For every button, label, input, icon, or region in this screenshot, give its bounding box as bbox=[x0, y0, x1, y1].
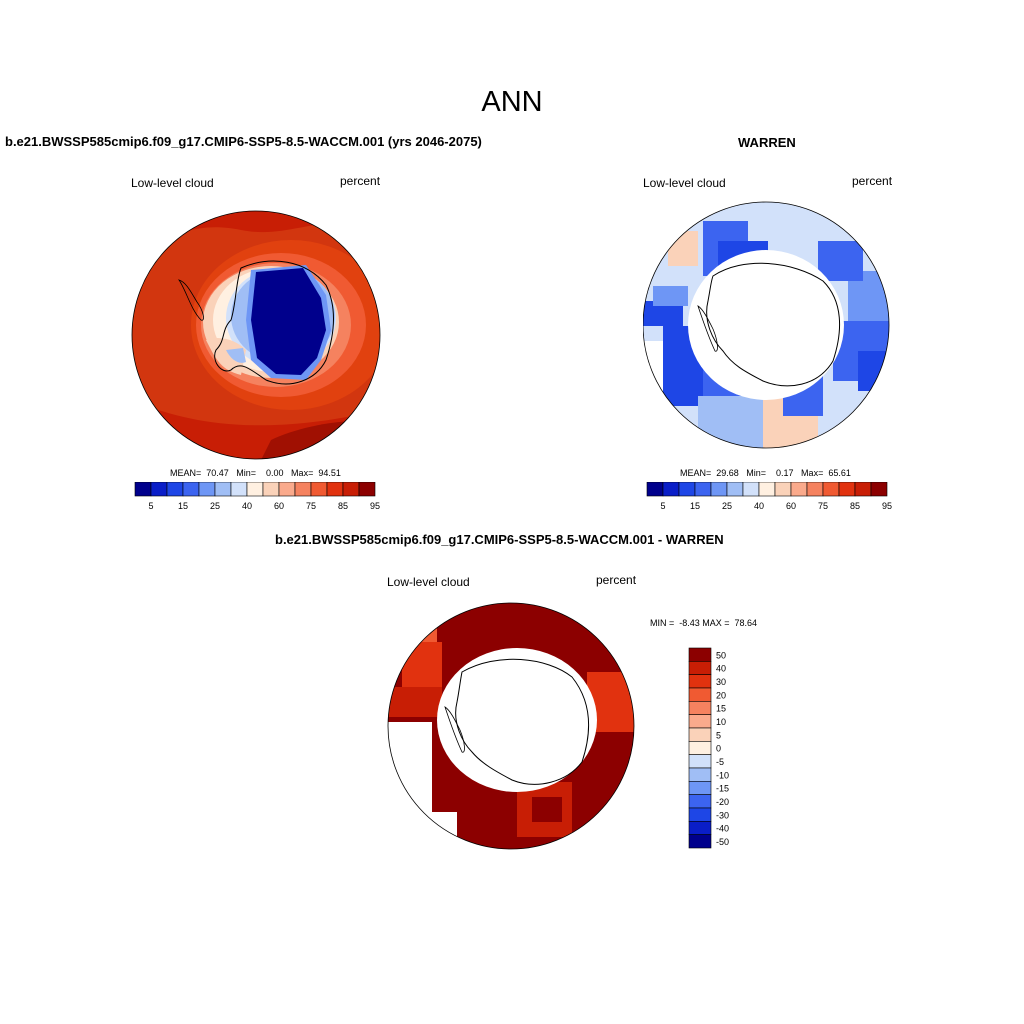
colorbar-tick-label: 15 bbox=[178, 501, 188, 511]
colorbar-tick-label: 25 bbox=[210, 501, 220, 511]
colorbar-swatch bbox=[166, 482, 184, 497]
colorbar-swatch bbox=[150, 482, 168, 497]
colorbar-tick-label: 0 bbox=[716, 744, 721, 754]
colorbar-tick-label: 75 bbox=[306, 501, 316, 511]
colorbar-tick-label: 30 bbox=[716, 677, 726, 687]
colorbar-swatch bbox=[758, 482, 776, 497]
colorbar-swatch bbox=[688, 674, 712, 689]
panel-obs-left-label: Low-level cloud bbox=[643, 176, 726, 190]
colorbar-swatch bbox=[688, 714, 712, 729]
colorbar-tick-label: 60 bbox=[274, 501, 284, 511]
map-obs bbox=[643, 201, 890, 449]
panel-model-left-label: Low-level cloud bbox=[131, 176, 214, 190]
colorbar-swatch bbox=[688, 701, 712, 715]
colorbar-swatch bbox=[854, 482, 872, 497]
panel-diff-stats: MIN = -8.43 MAX = 78.64 bbox=[650, 618, 758, 628]
colorbar-tick-label: 40 bbox=[754, 501, 764, 511]
colorbar-tick-label: -20 bbox=[716, 797, 729, 807]
panel-obs-stats: MEAN= 29.68 Min= 0.17 Max= 65.61 bbox=[680, 468, 851, 478]
colorbar-swatch bbox=[838, 482, 856, 497]
panel-diff-title: b.e21.BWSSP585cmip6.f09_g17.CMIP6-SSP5-8… bbox=[275, 532, 724, 547]
map-diff bbox=[387, 602, 635, 850]
colorbar-swatch bbox=[694, 482, 712, 497]
colorbar-tick-label: 10 bbox=[716, 717, 726, 727]
colorbar-tick-label: 95 bbox=[370, 501, 380, 511]
colorbar-swatch bbox=[688, 834, 712, 849]
colorbar-swatch bbox=[822, 482, 840, 497]
colorbar-model: 5 15 25 40 60 75 85 95 bbox=[134, 482, 380, 511]
colorbar-swatch bbox=[342, 482, 360, 497]
colorbar-tick-label: 5 bbox=[660, 501, 665, 511]
panel-model-title: b.e21.BWSSP585cmip6.f09_g17.CMIP6-SSP5-8… bbox=[5, 134, 482, 149]
colorbar-swatch bbox=[688, 741, 712, 755]
colorbar-tick-label: 85 bbox=[338, 501, 348, 511]
colorbar-swatch bbox=[310, 482, 328, 497]
panel-model-units: percent bbox=[340, 174, 381, 188]
colorbar-tick-label: 15 bbox=[716, 704, 726, 714]
panel-obs-units: percent bbox=[852, 174, 893, 188]
panel-model-stats: MEAN= 70.47 Min= 0.00 Max= 94.51 bbox=[170, 468, 341, 478]
colorbar-swatch bbox=[726, 482, 744, 497]
colorbar-swatch bbox=[358, 482, 376, 497]
colorbar-tick-label: -5 bbox=[716, 757, 724, 767]
colorbar-swatch bbox=[688, 781, 712, 795]
colorbar-swatch bbox=[278, 482, 296, 497]
panel-diff-left-label: Low-level cloud bbox=[387, 575, 470, 589]
colorbar-swatch bbox=[230, 482, 248, 497]
colorbar-swatch bbox=[710, 482, 728, 497]
map-model bbox=[131, 210, 381, 460]
colorbar-tick-label: -50 bbox=[716, 837, 729, 847]
colorbar-swatch bbox=[688, 687, 712, 702]
colorbar-obs: 5 15 25 40 60 75 85 95 bbox=[646, 482, 892, 511]
colorbar-swatch bbox=[688, 754, 712, 769]
colorbar-tick-label: -15 bbox=[716, 784, 729, 794]
colorbar-swatch bbox=[688, 647, 712, 662]
colorbar-swatch bbox=[870, 482, 888, 497]
colorbar-swatch bbox=[294, 482, 312, 497]
colorbar-swatch bbox=[688, 821, 712, 835]
colorbar-swatch bbox=[198, 482, 216, 497]
colorbar-tick-label: 50 bbox=[716, 650, 726, 660]
colorbar-swatch bbox=[182, 482, 200, 497]
colorbar-swatch bbox=[646, 482, 664, 497]
colorbar-swatch bbox=[326, 482, 344, 497]
colorbar-swatch bbox=[774, 482, 792, 497]
colorbar-tick-label: -40 bbox=[716, 824, 729, 834]
colorbar-tick-label: -30 bbox=[716, 810, 729, 820]
colorbar-tick-label: 5 bbox=[716, 730, 721, 740]
colorbar-tick-label: 40 bbox=[242, 501, 252, 511]
colorbar-tick-label: 5 bbox=[148, 501, 153, 511]
colorbar-swatch bbox=[688, 727, 712, 742]
colorbar-swatch bbox=[688, 661, 712, 675]
colorbar-swatch bbox=[214, 482, 232, 497]
colorbar-swatch bbox=[806, 482, 824, 497]
colorbar-swatch bbox=[134, 482, 152, 497]
colorbar-tick-label: -10 bbox=[716, 770, 729, 780]
colorbar-swatch bbox=[678, 482, 696, 497]
colorbar-tick-label: 40 bbox=[716, 664, 726, 674]
main-title: ANN bbox=[481, 86, 543, 118]
colorbar-swatch bbox=[262, 482, 280, 497]
colorbar-tick-label: 85 bbox=[850, 501, 860, 511]
colorbar-tick-label: 60 bbox=[786, 501, 796, 511]
colorbar-swatch bbox=[742, 482, 760, 497]
panel-diff-units: percent bbox=[596, 573, 637, 587]
colorbar-swatch bbox=[790, 482, 808, 497]
colorbar-swatch bbox=[688, 794, 712, 809]
colorbar-tick-label: 15 bbox=[690, 501, 700, 511]
colorbar-swatch bbox=[662, 482, 680, 497]
colorbar-swatch bbox=[688, 767, 712, 782]
colorbar-swatch bbox=[688, 807, 712, 822]
colorbar-tick-label: 25 bbox=[722, 501, 732, 511]
colorbar-tick-label: 20 bbox=[716, 690, 726, 700]
panel-obs-title: WARREN bbox=[738, 135, 796, 150]
colorbar-tick-label: 95 bbox=[882, 501, 892, 511]
colorbar-tick-label: 75 bbox=[818, 501, 828, 511]
colorbar-swatch bbox=[246, 482, 264, 497]
